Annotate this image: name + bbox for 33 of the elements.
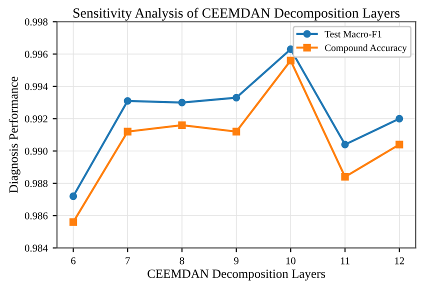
- point: [124, 97, 132, 105]
- point: [69, 218, 78, 226]
- point: [286, 56, 294, 64]
- y-tick-label: 0.988: [24, 180, 48, 188]
- y-tick-label: 0.996: [24, 50, 48, 58]
- y-axis-title: Diagnosis Performance: [8, 76, 20, 193]
- x-axis-title: CEEMDAN Decomposition Layers: [148, 270, 326, 281]
- legend-label: Compound Accuracy: [324, 44, 407, 54]
- point: [69, 192, 78, 200]
- point: [396, 114, 404, 123]
- point: [232, 94, 240, 102]
- point: [341, 140, 349, 148]
- chart-title: Sensitivity Analysis of CEEMDAN Decomposition Layers: [73, 8, 400, 21]
- x-tick-label: 10: [286, 257, 296, 264]
- x-tick-label: 6: [71, 257, 76, 264]
- y-tick-label: 0.992: [24, 115, 48, 122]
- legend-label: Test Macro-F1: [324, 30, 382, 38]
- y-tick-label: 0.990: [24, 148, 48, 155]
- y-tick-label: 0.994: [24, 83, 48, 90]
- point: [232, 128, 240, 136]
- x-tick-label: 8: [180, 257, 184, 264]
- point: [124, 128, 132, 136]
- x-tick-label: 12: [395, 257, 404, 264]
- point: [341, 173, 349, 181]
- x-tick-label: 11: [340, 257, 350, 264]
- x-tick-label: 7: [126, 257, 130, 264]
- point: [178, 121, 186, 129]
- y-tick-label: 0.998: [24, 18, 48, 26]
- y-tick-label: 0.984: [24, 244, 48, 252]
- point: [178, 98, 186, 106]
- point: [396, 140, 404, 148]
- y-tick-label: 0.986: [24, 212, 48, 220]
- x-tick-label: 9: [234, 257, 238, 264]
